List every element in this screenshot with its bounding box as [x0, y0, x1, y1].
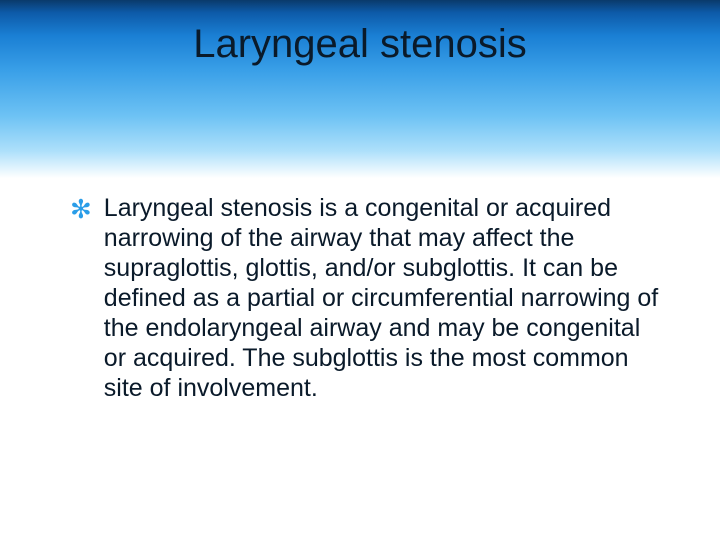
slide: Laryngeal stenosis ✻ Laryngeal stenosis … — [0, 0, 720, 540]
slide-body: ✻ Laryngeal stenosis is a congenital or … — [70, 193, 660, 403]
bullet-text: Laryngeal stenosis is a congenital or ac… — [104, 193, 660, 403]
slide-title: Laryngeal stenosis — [0, 22, 720, 67]
header-gradient-band: Laryngeal stenosis — [0, 0, 720, 178]
bullet-item: ✻ Laryngeal stenosis is a congenital or … — [70, 193, 660, 403]
asterisk-bullet-icon: ✻ — [70, 194, 92, 224]
